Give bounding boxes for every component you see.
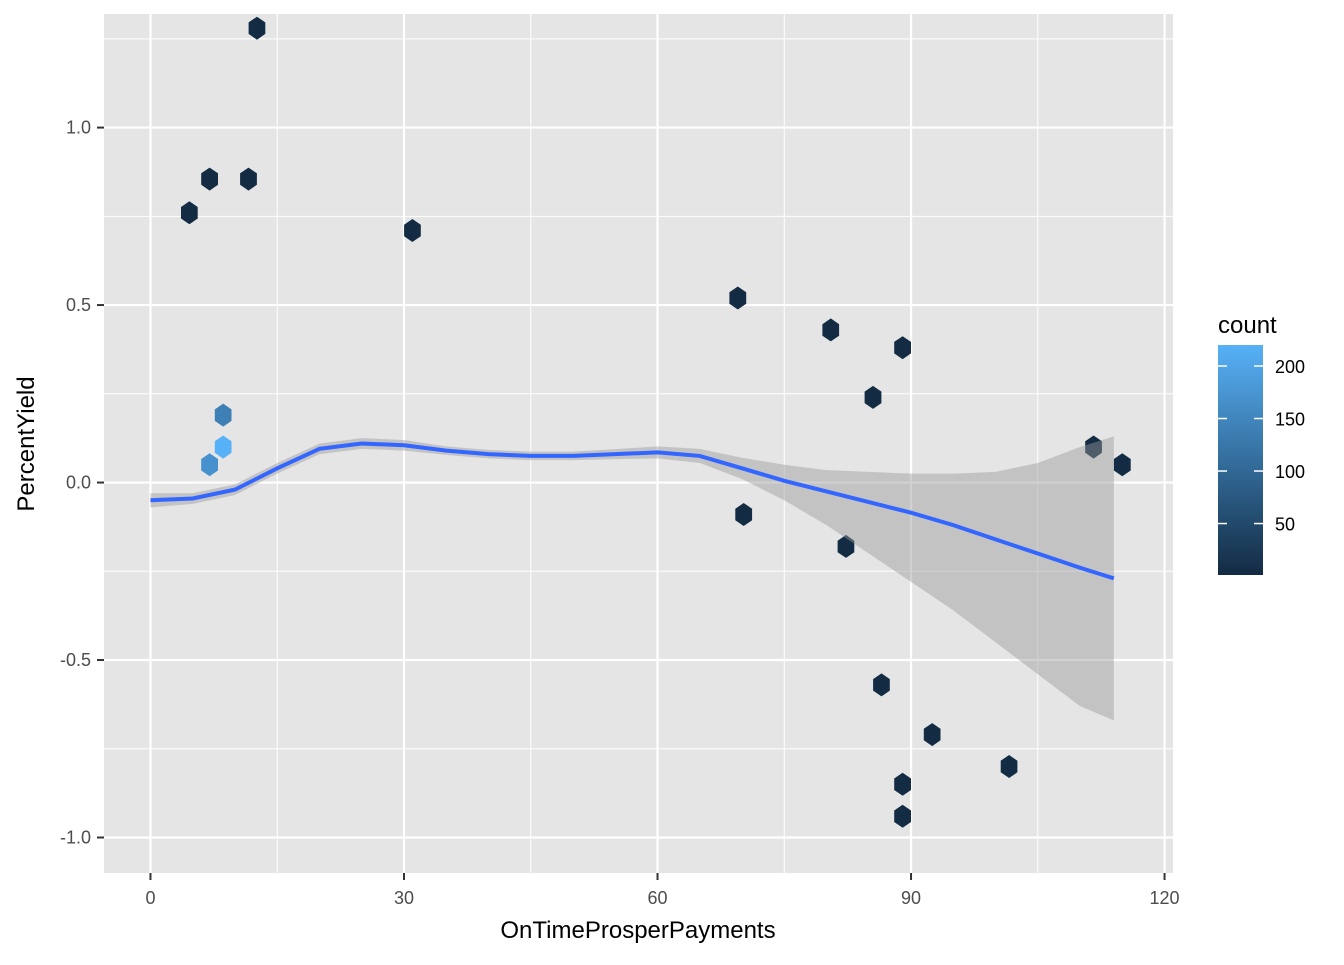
legend-label: 50 xyxy=(1275,515,1295,535)
hexbin-cell xyxy=(201,167,218,191)
x-axis-title: OnTimeProsperPayments xyxy=(500,917,775,944)
hexbin-cell xyxy=(214,435,232,459)
hexbin-cell xyxy=(1000,755,1018,778)
y-tick-label: 0.0 xyxy=(66,473,91,493)
legend-ticks: 50 100 150 200 xyxy=(1218,357,1305,535)
minor-gridlines xyxy=(104,14,1173,873)
hexbin-cell xyxy=(837,534,855,558)
hexbin-cell xyxy=(735,503,753,526)
hexbin-cell xyxy=(864,385,882,409)
hexbin-cell xyxy=(729,286,747,310)
legend-colorbar xyxy=(1218,345,1263,575)
color-legend: count 50 100 150 200 xyxy=(1218,312,1305,575)
smooth-layer xyxy=(150,436,1115,721)
hexbin-cell xyxy=(248,16,266,40)
legend-label: 150 xyxy=(1275,410,1305,430)
y-axis: -1.0 -0.5 0.0 0.5 1.0 xyxy=(60,118,104,848)
hexbin-cell xyxy=(873,673,890,697)
hexbin-layer xyxy=(181,16,1131,828)
x-tick-label: 120 xyxy=(1150,888,1180,908)
legend-label: 200 xyxy=(1275,357,1305,377)
x-tick-label: 0 xyxy=(145,888,155,908)
y-tick-label: -1.0 xyxy=(60,828,91,848)
smooth-line xyxy=(150,441,1115,581)
x-tick-label: 90 xyxy=(901,888,921,908)
y-tick-label: -0.5 xyxy=(60,650,91,670)
y-axis-title: PercentYield xyxy=(13,376,40,511)
x-axis: 0 30 60 90 120 xyxy=(145,873,1180,908)
hexbin-cell xyxy=(214,403,232,427)
hexbin-cell xyxy=(894,804,911,828)
confidence-band xyxy=(150,436,1114,721)
y-tick-label: 1.0 xyxy=(66,118,91,138)
x-tick-label: 60 xyxy=(647,888,667,908)
hexbin-cell xyxy=(1085,435,1102,459)
legend-title: count xyxy=(1218,312,1277,339)
legend-label: 100 xyxy=(1275,462,1305,482)
major-gridlines xyxy=(104,14,1173,873)
hexbin-cell xyxy=(894,772,911,796)
y-tick-label: 0.5 xyxy=(66,295,91,315)
hexbin-cell xyxy=(404,219,421,242)
plot-panel xyxy=(104,14,1173,873)
x-tick-label: 30 xyxy=(394,888,414,908)
hexbin-cell xyxy=(201,453,218,477)
hexbin-cell xyxy=(894,336,911,360)
hexbin-cell xyxy=(923,723,941,747)
hexbin-cell xyxy=(822,318,840,342)
hexbin-cell xyxy=(240,167,257,191)
hexbin-cell xyxy=(181,201,198,225)
hexbin-cell xyxy=(1113,453,1131,477)
